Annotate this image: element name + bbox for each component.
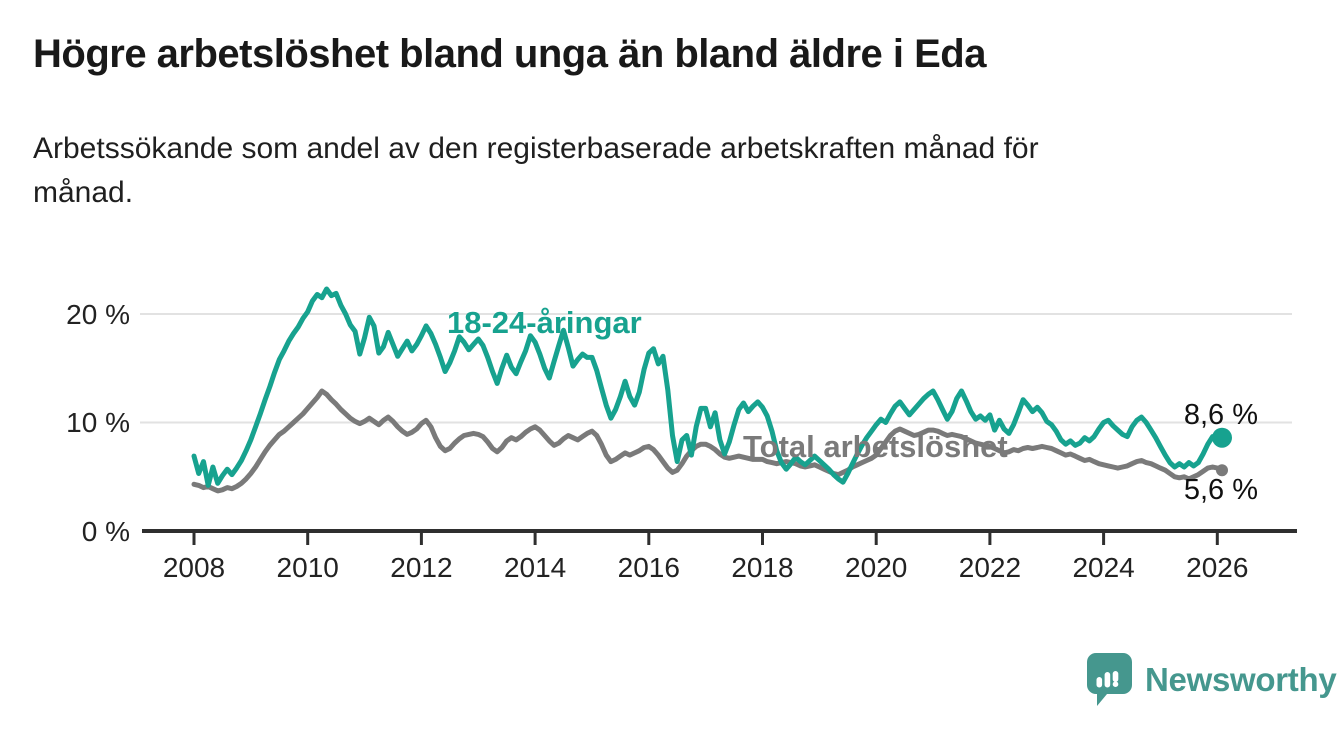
- x-tick-label-2010: 2010: [277, 552, 339, 583]
- x-tick-label-2012: 2012: [390, 552, 452, 583]
- total-end-value-label: 5,6 %: [1184, 474, 1258, 506]
- page-title: Högre arbetslöshet bland unga än bland ä…: [33, 32, 986, 76]
- x-tick-label-2008: 2008: [163, 552, 225, 583]
- newsworthy-logo: Newsworthy: [1086, 652, 1337, 708]
- series-total-end-dot: [1216, 464, 1228, 477]
- logo-exclamation-dot: [1112, 681, 1119, 687]
- chart-subtitle-line-1: Arbetssökande som andel av den registerb…: [33, 132, 1039, 165]
- y-tick-label-10: 10 %: [66, 407, 130, 438]
- x-tick-label-2016: 2016: [618, 552, 680, 583]
- y-tick-label-20: 20 %: [66, 299, 130, 330]
- x-tick-label-2024: 2024: [1072, 552, 1134, 583]
- youth-end-value-label: 8,6 %: [1184, 399, 1258, 431]
- x-tick-label-2026: 2026: [1186, 552, 1248, 583]
- series-youth-label: 18-24-åringar: [447, 305, 642, 340]
- newsworthy-logo-text: Newsworthy: [1145, 661, 1337, 698]
- chart-subtitle-line-2: månad.: [33, 176, 134, 209]
- series-total-label: Total arbetslöshet: [743, 429, 1008, 464]
- x-tick-label-2020: 2020: [845, 552, 907, 583]
- x-tick-label-2018: 2018: [731, 552, 793, 583]
- series-youth-end-dot: [1212, 427, 1232, 448]
- logo-bar-1: [1096, 677, 1103, 688]
- series-total-line: [191, 388, 1225, 494]
- x-tick-label-2014: 2014: [504, 552, 566, 583]
- chart-subtitle: Arbetssökande som andel av den registerb…: [33, 127, 1253, 215]
- x-tick-label-2022: 2022: [959, 552, 1021, 583]
- logo-bar-2: [1104, 672, 1111, 688]
- logo-exclamation-bar: [1112, 671, 1119, 682]
- newsworthy-logo-icon: [1087, 653, 1132, 706]
- series-youth-line: [191, 286, 1225, 488]
- y-tick-label-0: 0 %: [82, 516, 130, 547]
